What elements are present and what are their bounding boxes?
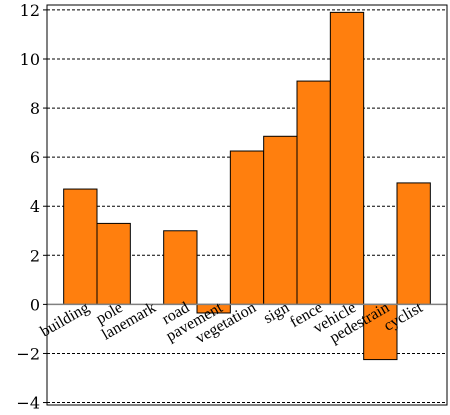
plot-frame [46, 4, 448, 406]
y-tick-label: 8 [30, 99, 40, 118]
y-tick-label: −2 [16, 344, 40, 363]
y-tick-label: −4 [16, 394, 40, 413]
y-tick-label: 0 [30, 295, 40, 314]
bar [329, 11, 365, 305]
bar [363, 303, 398, 361]
y-tick-label: 6 [30, 148, 40, 167]
bar [396, 182, 431, 305]
bar [229, 150, 265, 305]
y-tick-label: 4 [30, 197, 40, 216]
bar [163, 230, 198, 305]
x-tick-label: building [38, 299, 93, 340]
y-tick-label: 12 [20, 1, 40, 20]
bar [63, 188, 98, 305]
bar [296, 80, 331, 305]
bars [63, 11, 431, 361]
bar [96, 222, 131, 305]
y-axis-ticks: −4 −2 0 2 4 6 8 10 12 [16, 1, 47, 413]
bar [263, 135, 298, 305]
y-tick-label: 2 [30, 246, 40, 265]
y-tick-label: 10 [20, 50, 40, 69]
